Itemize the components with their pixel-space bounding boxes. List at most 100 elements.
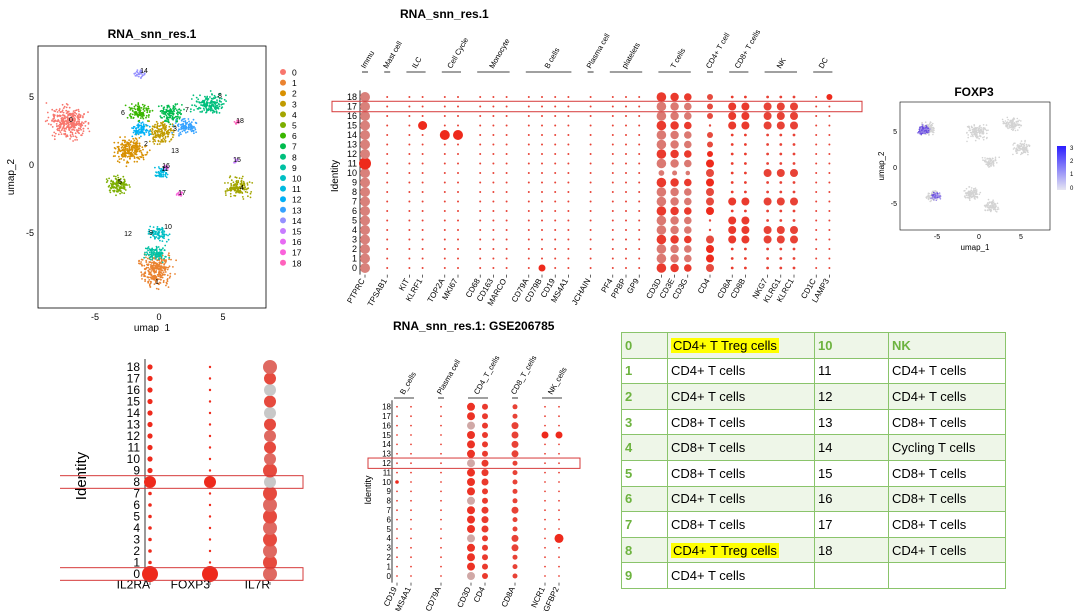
- foxp3-point: [990, 163, 992, 165]
- umap-point: [170, 258, 172, 261]
- umap-point: [241, 177, 243, 180]
- umap-point: [114, 155, 116, 157]
- foxp3-point: [1014, 125, 1016, 128]
- dot-mark: [544, 556, 546, 559]
- umap-point: [68, 121, 70, 124]
- dot-mark: [467, 487, 475, 496]
- umap-point: [57, 133, 60, 136]
- dot-mark: [828, 153, 831, 155]
- dot-mark: [776, 112, 785, 120]
- dotplot-gse-ylabel: Identity: [363, 475, 373, 505]
- dot-mark: [815, 96, 818, 98]
- dot-mark: [766, 209, 769, 213]
- umap-point: [158, 228, 161, 231]
- dot-mark: [467, 459, 475, 468]
- umap-point: [238, 177, 241, 180]
- umap-point: [187, 123, 190, 126]
- foxp3-point: [979, 135, 982, 137]
- umap-point: [118, 158, 121, 161]
- dot-mark: [360, 168, 370, 178]
- table-row: 1 CD4+ T cells 11 CD4+ T cells: [621, 357, 1006, 385]
- umap-point: [133, 157, 136, 160]
- gene-label: PTPRC: [345, 277, 366, 305]
- umap-point: [148, 283, 151, 286]
- umap-point: [61, 109, 64, 112]
- foxp3-point: [992, 201, 995, 203]
- dot-mark: [589, 219, 592, 222]
- dot-mark: [763, 169, 772, 177]
- dot-mark: [410, 546, 412, 549]
- umap-point: [155, 271, 157, 274]
- umap-point: [45, 102, 48, 104]
- identity-tick: 12: [127, 429, 141, 443]
- foxp3-point: [982, 159, 984, 161]
- group-label: Monocyte: [487, 37, 511, 70]
- umap-point: [53, 110, 56, 112]
- identity-tick: 6: [387, 515, 392, 524]
- foxp3-point: [987, 129, 989, 131]
- umap-point: [160, 257, 163, 259]
- umap-point: [181, 130, 184, 133]
- dot-mark: [541, 248, 543, 250]
- umap-point: [128, 184, 131, 186]
- umap-point: [193, 109, 195, 111]
- umap-point: [144, 268, 147, 270]
- umap-point: [154, 265, 157, 267]
- umap-point: [170, 112, 173, 115]
- identity-tick: 1: [352, 254, 357, 264]
- foxp3-point: [967, 192, 969, 194]
- foxp3-point: [966, 125, 969, 128]
- dot-mark: [625, 124, 627, 127]
- dot-mark: [656, 196, 667, 207]
- umap-point: [183, 129, 185, 132]
- dot-mark: [779, 257, 783, 260]
- umap-point: [148, 273, 151, 276]
- dot-mark: [730, 152, 734, 156]
- gene-label: CD3D: [455, 585, 472, 609]
- umap-point: [160, 249, 163, 252]
- umap-point: [220, 103, 223, 106]
- umap-point: [142, 117, 145, 120]
- foxp3-ticks: -5 0 5 5 0 -5: [891, 129, 1023, 241]
- umap-point: [156, 124, 159, 126]
- dot-mark: [421, 219, 424, 222]
- umap-point: [134, 108, 137, 111]
- foxp3-point: [936, 194, 939, 197]
- dot-mark: [443, 143, 446, 146]
- foxp3-point: [985, 204, 988, 206]
- umap-point: [65, 106, 68, 109]
- dot-mark: [589, 248, 592, 250]
- foxp3-point: [975, 136, 978, 138]
- umap-point: [126, 116, 129, 119]
- dot-mark: [625, 200, 627, 203]
- dot-mark: [440, 537, 442, 540]
- foxp3-point: [929, 200, 931, 203]
- umap-point: [71, 131, 74, 134]
- umap-point: [128, 139, 131, 141]
- dot-mark: [744, 181, 747, 184]
- umap-point: [149, 225, 152, 228]
- dot-mark: [558, 556, 560, 559]
- umap-point: [162, 281, 165, 284]
- dot-mark: [541, 124, 543, 127]
- dot-mark: [544, 537, 546, 540]
- dot-mark: [707, 94, 713, 100]
- umap-point: [183, 108, 185, 111]
- umap-point: [187, 128, 190, 131]
- umap-point: [157, 246, 160, 248]
- dot-mark: [707, 151, 713, 157]
- umap-point: [64, 116, 67, 118]
- dot-mark: [554, 162, 557, 165]
- dot-mark: [511, 544, 519, 552]
- foxp3-point: [992, 161, 995, 163]
- umap-point: [163, 237, 165, 240]
- dot-mark: [479, 162, 482, 165]
- dot-mark: [479, 210, 482, 212]
- identity-tick: 3: [133, 533, 140, 547]
- umap-point: [230, 184, 233, 187]
- dot-mark: [208, 446, 212, 449]
- umap-point: [62, 107, 65, 109]
- umap-point: [157, 252, 160, 255]
- dot-mark: [396, 462, 398, 465]
- foxp3-point: [969, 129, 972, 132]
